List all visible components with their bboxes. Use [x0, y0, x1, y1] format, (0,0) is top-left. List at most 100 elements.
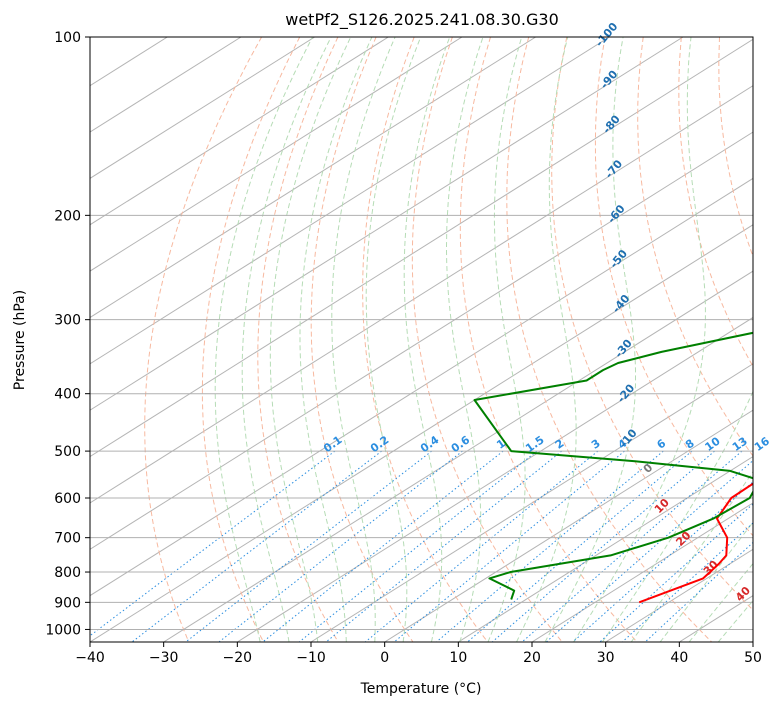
- dry-adiabat-label: -70: [603, 157, 626, 181]
- y-tick-label: 300: [54, 313, 81, 329]
- y-tick-label: 800: [54, 565, 81, 581]
- isotherm-line: [90, 85, 753, 504]
- profile-series: [473, 331, 753, 604]
- dry-adiabat-line: [257, 37, 339, 642]
- dry-adiabat-line: [551, 37, 753, 611]
- mixing-ratio-line: [491, 450, 715, 642]
- moist-adiabat-line: [214, 37, 313, 642]
- dry-adiabat-line: [310, 37, 414, 642]
- mixing-ratio-label: 0.6: [449, 433, 473, 455]
- y-tick-label: 500: [54, 444, 81, 460]
- mixing-ratio-line: [572, 481, 753, 642]
- isotherm-line: [531, 502, 753, 642]
- moist-adiabat-label: 40: [733, 584, 753, 604]
- mixing-ratio-line: [90, 450, 336, 637]
- isotherm-line: [163, 270, 753, 642]
- mixing-ratio-line: [545, 459, 753, 642]
- mixing-ratio-label: 16: [752, 434, 772, 454]
- moist-adiabat-line: [299, 37, 373, 642]
- isotherm-line: [752, 641, 753, 642]
- dry-adiabat-label: -80: [600, 112, 623, 136]
- moist-adiabat-line: [688, 562, 753, 642]
- x-tick-label: 10: [449, 650, 467, 666]
- moist-adiabat-line: [365, 37, 422, 642]
- dewpoint-profile-line: [473, 331, 753, 600]
- mixing-ratio-labels: 0.10.20.40.611.52346810131620253036: [321, 433, 772, 455]
- mixing-ratio-label: 0.1: [321, 433, 344, 455]
- isotherm-line: [458, 455, 753, 642]
- isotherm-line: [90, 131, 753, 550]
- isotherm-line: [90, 37, 684, 411]
- isotherm-line: [90, 38, 753, 458]
- x-tick-label: 50: [744, 650, 762, 666]
- dry-adiabat-label: -90: [598, 68, 621, 92]
- isotherm-line: [90, 37, 389, 226]
- moist-adiabat-label: 30: [701, 558, 721, 578]
- mixing-ratio-line: [521, 450, 743, 642]
- dry-adiabat-label: -100: [593, 20, 621, 50]
- isotherm-line: [90, 37, 463, 272]
- isotherm-line: [90, 224, 753, 642]
- moist-adiabat-line: [446, 37, 484, 642]
- isotherm-line: [90, 37, 315, 179]
- x-axis-label: Temperature (°C): [360, 681, 482, 697]
- x-tick-label: −30: [149, 650, 179, 666]
- y-tick-label: 400: [54, 387, 81, 403]
- dry-adiabat-line: [637, 37, 753, 457]
- isotherm-line: [90, 37, 536, 319]
- x-axis-ticks: −40 −30 −20 −10 0 10 20 30 40 50: [75, 642, 762, 666]
- mixing-ratio-line: [218, 450, 463, 642]
- y-axis-ticks: 100 200 300 400 500 600 700 800 900 1000: [45, 30, 90, 638]
- temperature-profile-line: [638, 482, 753, 604]
- y-tick-label: 900: [54, 595, 81, 611]
- dry-adiabat-label: -60: [605, 202, 628, 226]
- chart-title: wetPf2_S126.2025.241.08.30.G30: [285, 10, 559, 30]
- moist-adiabat-line: [269, 37, 352, 642]
- isotherm-line: [310, 363, 753, 642]
- moist-adiabat-line: [544, 37, 636, 642]
- moist-adiabat-line: [601, 390, 753, 642]
- dry-adiabat-line: [201, 37, 301, 642]
- y-tick-label: 100: [54, 30, 81, 46]
- mixing-ratio-label: 0.4: [418, 433, 442, 455]
- dry-adiabat-label: -20: [615, 381, 638, 405]
- y-tick-label: 1000: [45, 622, 81, 638]
- background-lines: [90, 37, 775, 642]
- isotherm-line: [90, 37, 242, 133]
- y-tick-label: 600: [54, 491, 81, 507]
- moist-adiabat-line: [630, 470, 753, 642]
- x-tick-label: −20: [223, 650, 253, 666]
- isotherm-line: [90, 37, 610, 365]
- dry-adiabat-label: -40: [610, 292, 633, 316]
- x-tick-label: 20: [523, 650, 541, 666]
- x-tick-label: 30: [597, 650, 615, 666]
- isotherm-line: [90, 177, 753, 597]
- y-axis-label: Pressure (hPa): [12, 290, 28, 390]
- mixing-ratio-line: [644, 541, 753, 642]
- dry-adiabat-line: [144, 37, 263, 642]
- isotherm-line: [384, 409, 753, 642]
- mixing-ratio-line: [262, 450, 504, 642]
- moist-adiabat-line: [241, 37, 332, 642]
- moist-adiabat-line: [331, 37, 396, 642]
- dry-adiabat-line: [758, 37, 775, 642]
- mixing-ratio-line: [298, 450, 538, 642]
- mixing-ratio-label: 3: [589, 437, 603, 452]
- mixing-ratio-line: [393, 450, 625, 642]
- dry-adiabat-line: [411, 37, 563, 642]
- mixing-ratio-line: [467, 450, 693, 642]
- x-tick-label: 40: [670, 650, 688, 666]
- dry-adiabat-line: [362, 37, 489, 642]
- mixing-ratio-line: [599, 503, 753, 642]
- mixing-ratio-line: [622, 522, 753, 642]
- pressure-gridlines: [90, 37, 753, 630]
- mixing-ratio-line: [325, 450, 563, 642]
- x-tick-label: −40: [75, 650, 105, 666]
- plot-frame: [89, 36, 754, 643]
- dry-adiabat-label: -50: [607, 247, 630, 271]
- dry-adiabat-line: [594, 37, 753, 537]
- moist-adiabat-line: [516, 37, 577, 642]
- mixing-ratio-label: 6: [654, 437, 668, 452]
